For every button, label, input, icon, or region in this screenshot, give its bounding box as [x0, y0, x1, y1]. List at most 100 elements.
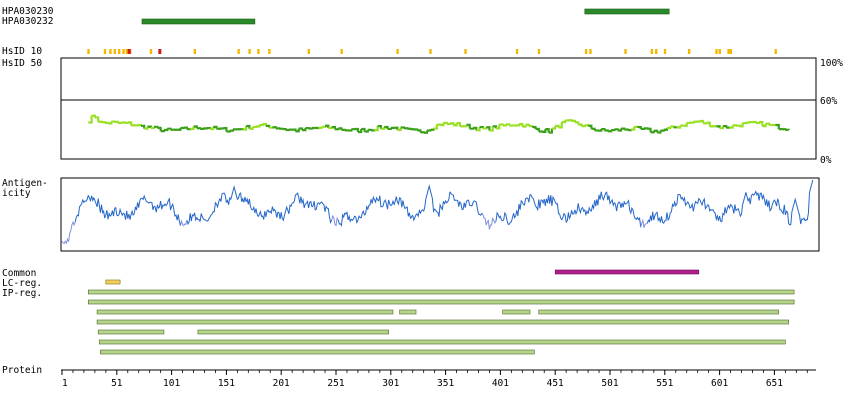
- identity-segment-206: [765, 122, 771, 125]
- common-label: Common: [2, 268, 36, 279]
- antigenicity-segment-22: [206, 211, 214, 222]
- identity-segment-24: [167, 127, 172, 130]
- identity-segment-150: [581, 125, 586, 128]
- antigenicity-segment-57: [436, 201, 444, 217]
- identity-segment-187: [703, 122, 708, 125]
- identity-segment-87: [374, 126, 379, 132]
- identity-segment-139: [545, 127, 550, 133]
- identity-segment-52: [259, 123, 264, 127]
- antigenicity-segment-102: [732, 204, 740, 214]
- identity-segment-120: [482, 127, 488, 130]
- identity-segment-174: [660, 129, 665, 132]
- hsid10-mark-14: [268, 49, 271, 54]
- antigenicity-segment-91: [659, 212, 668, 224]
- identity-segment-41: [223, 126, 228, 132]
- identity-segment-43: [229, 129, 235, 132]
- identity-segment-165: [630, 126, 636, 131]
- antigenicity-segment-54: [416, 208, 425, 218]
- antigenicity-segment-33: [278, 210, 287, 222]
- identity-segment-21: [157, 126, 162, 132]
- antigenicity-segment-77: [567, 209, 576, 221]
- antigenicity-segment-4: [87, 195, 96, 203]
- antigenicity-segment-78: [574, 203, 582, 216]
- antigenicity-segment-90: [653, 211, 661, 223]
- axis-tick-label-201: 201: [273, 378, 290, 389]
- identity-segment-8: [114, 120, 119, 123]
- axis-tick-label-51: 51: [111, 378, 123, 389]
- identity-segment-75: [334, 128, 340, 131]
- identity-segment-27: [177, 128, 182, 131]
- antigenicity-segment-83: [607, 195, 615, 208]
- hsid10-mark-33: [774, 49, 777, 54]
- antigenicity-segment-68: [508, 213, 517, 225]
- identity-segment-177: [670, 125, 675, 128]
- antigenicity-segment-75: [554, 201, 563, 221]
- identity-segment-0: [88, 115, 93, 124]
- identity-segment-159: [611, 128, 616, 132]
- antigenicity-segment-53: [410, 213, 418, 222]
- identity-segment-162: [620, 127, 626, 130]
- identity-segment-126: [502, 124, 507, 127]
- antigenicity-segment-9: [120, 210, 129, 220]
- hsid10-mark-29: [715, 49, 718, 54]
- identity-segment-20: [154, 125, 159, 128]
- ip-reg-bar-5-0: [98, 339, 786, 345]
- ip-reg-bar-0-0: [88, 289, 795, 295]
- identity-segment-164: [627, 129, 632, 132]
- feature-tracks: [88, 269, 795, 355]
- hsid10-mark-21: [537, 49, 541, 54]
- antigenicity-segment-81: [594, 191, 602, 207]
- identity-segment-22: [160, 130, 166, 133]
- axis-tick-label-1: 1: [62, 378, 68, 389]
- identity-segment-81: [354, 127, 360, 133]
- identity-segment-31: [190, 126, 195, 130]
- identity-segment-85: [367, 128, 373, 131]
- antigenicity-segment-20: [193, 212, 201, 222]
- antigenicity-segment-13: [147, 201, 155, 211]
- hsid10-mark-11: [237, 49, 240, 54]
- hsid10-mark-3: [113, 49, 117, 54]
- antigenicity-segment-7: [107, 208, 116, 220]
- hsid10-mark-18: [429, 49, 432, 54]
- antigenicity-segment-110: [784, 210, 793, 226]
- identity-segment-195: [729, 125, 734, 129]
- axis-tick-label-401: 401: [492, 378, 509, 389]
- axis-tick-label-251: 251: [327, 378, 344, 389]
- identity-segment-203: [755, 121, 761, 125]
- identity-segment-157: [604, 129, 609, 132]
- identity-segment-124: [496, 124, 501, 130]
- antigenicity-segment-106: [758, 192, 767, 206]
- antigenicity-segment-23: [212, 198, 221, 213]
- antigenicity-segment-66: [495, 211, 503, 222]
- identity-segment-209: [775, 123, 780, 130]
- ip-reg-bar-1-0: [88, 299, 795, 305]
- hsid10-mark-32: [729, 49, 732, 54]
- identity-segment-54: [265, 124, 271, 128]
- identity-segment-101: [420, 131, 425, 134]
- ip-reg-bar-2-3: [538, 309, 780, 315]
- antibody-bars: [141, 8, 670, 25]
- antigenicity-segment-32: [271, 206, 280, 218]
- antigenicity-segment-107: [765, 199, 773, 212]
- identity-segment-114: [463, 124, 468, 128]
- antigenicity-segment-69: [515, 199, 523, 217]
- identity-segment-188: [706, 121, 711, 127]
- antigenicity-segment-30: [258, 209, 267, 220]
- ip-reg-bar-3-0: [96, 319, 789, 325]
- hsid10-mark-0: [87, 49, 90, 54]
- antigenicity-label-line2: icity: [2, 188, 31, 199]
- identity-segment-42: [226, 130, 231, 133]
- axis-tick-label-151: 151: [218, 378, 235, 389]
- antigenicity-segment-8: [114, 206, 122, 217]
- axis-tick-label-101: 101: [163, 378, 180, 389]
- antibody-label-hpa030230: HPA030230: [2, 6, 54, 17]
- hsid10-mark-24: [624, 49, 627, 54]
- identity-tick-0: 0%: [820, 155, 832, 166]
- antigenicity-segment-70: [521, 197, 530, 206]
- identity-segment-181: [683, 122, 688, 127]
- identity-segment-127: [505, 123, 511, 126]
- antigenicity-segment-85: [620, 200, 628, 209]
- identity-segment-115: [466, 123, 471, 129]
- identity-segment-149: [578, 123, 583, 127]
- identity-segment-99: [413, 128, 419, 131]
